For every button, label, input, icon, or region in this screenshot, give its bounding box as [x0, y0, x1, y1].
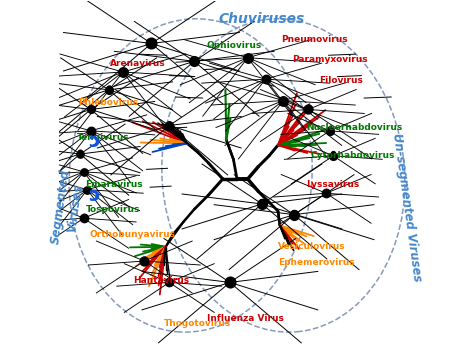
- Text: Hantavirus: Hantavirus: [134, 276, 190, 285]
- Text: Thogotovirus: Thogotovirus: [164, 319, 231, 328]
- Text: ↄ: ↄ: [89, 132, 100, 151]
- Text: Un-segmented Viruses: Un-segmented Viruses: [390, 132, 423, 283]
- Text: ↄ: ↄ: [89, 185, 100, 204]
- Text: Influenza Virus: Influenza Virus: [207, 314, 283, 323]
- Text: Ophiovirus: Ophiovirus: [207, 41, 262, 50]
- Text: Arenavirus: Arenavirus: [110, 59, 166, 68]
- Text: Ephemerovirus: Ephemerovirus: [278, 258, 355, 267]
- Text: Phlebovirus: Phlebovirus: [78, 98, 138, 107]
- Text: Pneumovirus: Pneumovirus: [282, 35, 348, 44]
- Text: Emaravirus: Emaravirus: [85, 180, 143, 189]
- Text: Paramyxovirus: Paramyxovirus: [292, 55, 368, 64]
- Text: Segmented
Viruses: Segmented Viruses: [48, 168, 87, 247]
- Text: Tospovirus: Tospovirus: [85, 205, 140, 214]
- Text: Chuviruses: Chuviruses: [219, 11, 305, 25]
- Text: Vesiculovirus: Vesiculovirus: [278, 242, 346, 251]
- Text: Cytorhabdovirus: Cytorhabdovirus: [310, 151, 394, 160]
- Text: Tenuivirus: Tenuivirus: [76, 134, 129, 142]
- Text: Lyssavirus: Lyssavirus: [307, 180, 360, 189]
- Text: Orthobunyavirus: Orthobunyavirus: [89, 230, 175, 239]
- Text: Filovirus: Filovirus: [319, 76, 363, 86]
- Text: Nucleorhabdovirus: Nucleorhabdovirus: [307, 123, 403, 132]
